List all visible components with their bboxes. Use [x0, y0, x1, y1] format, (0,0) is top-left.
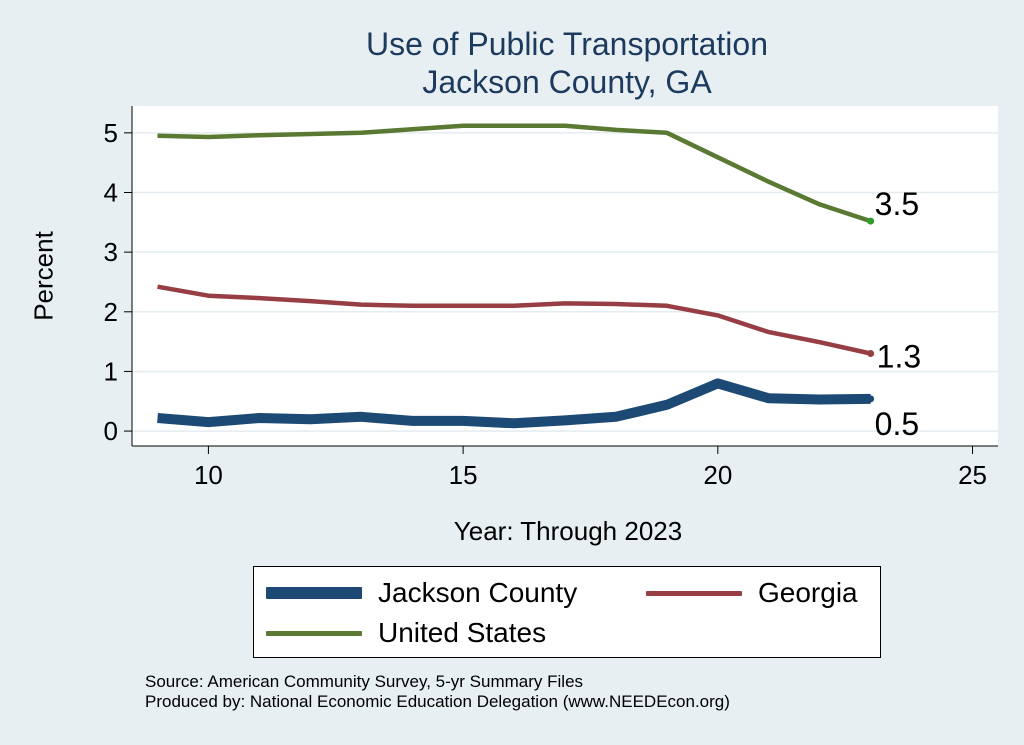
series-line-georgia [157, 284, 872, 356]
legend-item-georgia: Georgia [646, 577, 858, 609]
series-line-united-states [157, 123, 872, 224]
y-axis-label: Percent [28, 231, 59, 321]
x-axis-label: Year: Through 2023 [453, 516, 683, 546]
end-labels: 0.5 1.3 3.5 [875, 186, 921, 442]
y-tick-label-4: 4 [104, 177, 118, 207]
y-tick-label-1: 1 [104, 356, 118, 386]
legend-label-georgia: Georgia [758, 577, 858, 608]
legend-swatch-georgia [646, 590, 742, 596]
gridlines [132, 132, 998, 432]
x-tick-label-20: 20 [703, 460, 732, 490]
legend-item-jackson-county: Jackson County [266, 577, 577, 609]
y-tick-label-0: 0 [104, 416, 118, 446]
end-point-jackson-county [867, 395, 875, 403]
axes: 0 1 2 3 4 5 10 15 20 25 [104, 106, 998, 490]
end-label-georgia: 1.3 [877, 339, 921, 375]
legend: Jackson County Georgia United States [253, 566, 881, 658]
series-line-jackson-county [157, 378, 871, 429]
x-tick-label-25: 25 [958, 460, 987, 490]
legend-label-united-states: United States [378, 617, 547, 648]
legend-swatch-united-states [266, 630, 362, 636]
source-note: Source: American Community Survey, 5-yr … [145, 672, 584, 691]
y-tick-label-5: 5 [104, 118, 118, 148]
end-point-georgia [867, 350, 875, 358]
y-tick-label-3: 3 [104, 237, 118, 267]
plot-area [132, 106, 998, 446]
x-tick-label-15: 15 [449, 460, 478, 490]
series-lines [157, 123, 875, 429]
legend-item-united-states: United States [266, 617, 546, 649]
end-label-united-states: 3.5 [875, 186, 919, 222]
end-label-jackson-county: 0.5 [875, 406, 919, 442]
legend-label-jackson-county: Jackson County [378, 577, 578, 608]
chart-subtitle: Jackson County, GA [422, 64, 712, 100]
legend-swatch-jackson-county [266, 587, 362, 599]
end-point-united-states [867, 217, 875, 225]
x-tick-label-10: 10 [194, 460, 223, 490]
chart-title: Use of Public Transportation [366, 26, 768, 62]
y-tick-label-2: 2 [104, 297, 118, 327]
producer-note: Produced by: National Economic Education… [145, 692, 730, 711]
